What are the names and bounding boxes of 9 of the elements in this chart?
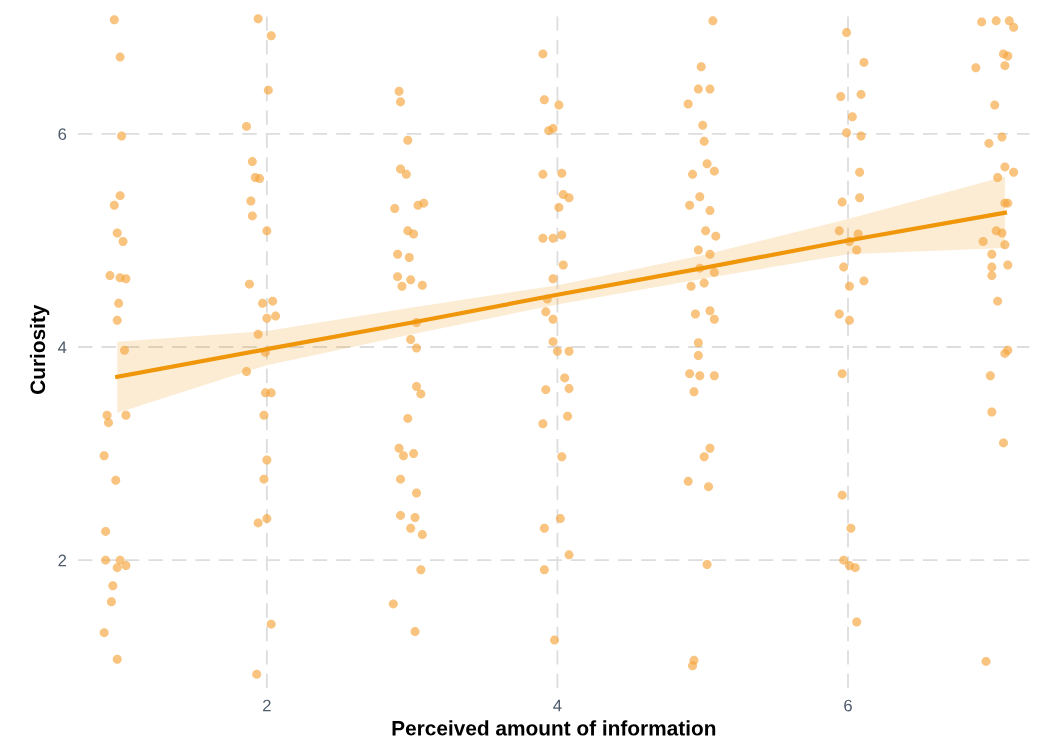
y-tick-label: 2: [58, 554, 67, 567]
x-tick-label: 2: [263, 699, 271, 712]
y-tick-label: 4: [58, 341, 67, 354]
line-series: [115, 210, 1007, 379]
x-axis-title: Perceived amount of information: [392, 720, 716, 736]
y-tick-label: 6: [58, 128, 67, 141]
x-tick-label: 6: [844, 699, 852, 712]
x-tick-label: 4: [553, 699, 562, 712]
y-axis-title: Curiosity: [29, 304, 50, 394]
